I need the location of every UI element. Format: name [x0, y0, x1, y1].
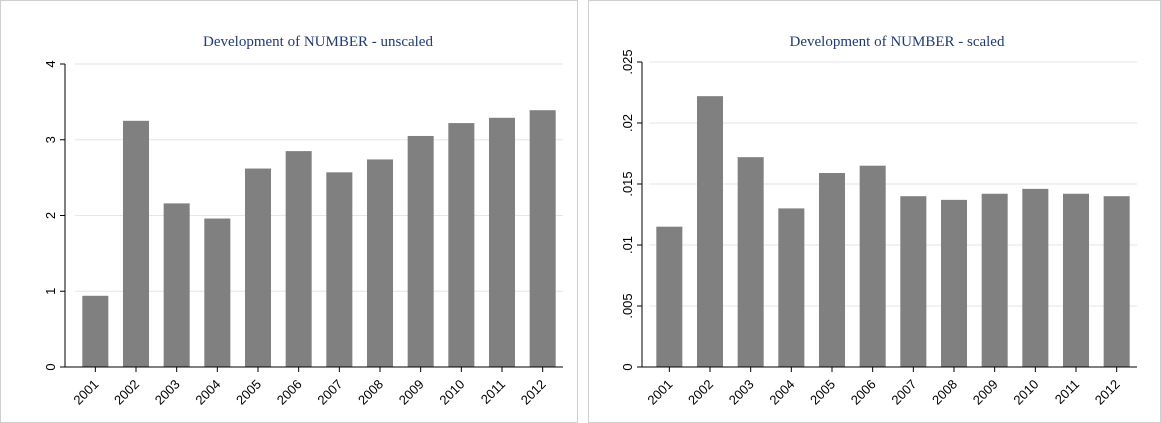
chart-title: Development of NUMBER - scaled — [790, 34, 1005, 50]
y-tick-label: 4 — [43, 60, 58, 67]
bar — [122, 120, 150, 367]
x-tick-label: 2012 — [1092, 377, 1123, 408]
x-tick-label: 2005 — [233, 377, 264, 408]
bar — [737, 157, 764, 367]
x-tick-label: 2004 — [192, 377, 223, 408]
y-tick-label: .02 — [620, 114, 635, 132]
x-tick-label: 2011 — [478, 377, 508, 407]
chart-panel-unscaled: Development of NUMBER - unscaled 0 1 2 3 4 20… — [0, 0, 578, 423]
bar — [285, 151, 312, 367]
y-tick-label: 3 — [43, 136, 58, 143]
x-tick-label: 2010 — [1010, 377, 1041, 408]
x-tick-label: 2001 — [70, 377, 101, 408]
bar — [326, 172, 353, 367]
y-tick-label: .005 — [620, 293, 635, 318]
y-tick-label: 0 — [620, 363, 635, 370]
bar — [1062, 193, 1090, 367]
bar — [900, 196, 927, 367]
chart-unscaled-svg: Development of NUMBER - unscaled 0 1 2 3 4 20… — [43, 34, 563, 408]
x-tick-label: 2004 — [766, 377, 797, 408]
bar — [448, 123, 475, 368]
bar — [818, 173, 846, 367]
bar — [488, 117, 516, 367]
chart-panel-scaled: Development of NUMBER - scaled 0 .005 .01.… — [588, 0, 1161, 423]
bar — [366, 159, 394, 367]
bar — [163, 203, 190, 367]
x-tick-label: 2006 — [848, 377, 879, 408]
y-tick-label: 2 — [43, 212, 58, 219]
x-tick-label: 2006 — [274, 377, 305, 408]
x-tick-label: 2009 — [396, 377, 427, 408]
bar — [859, 165, 886, 367]
bar — [82, 295, 109, 367]
chart-title: Development of NUMBER - unscaled — [203, 34, 433, 50]
bar — [529, 110, 556, 368]
bar — [204, 218, 231, 367]
bar — [940, 199, 968, 367]
bar — [778, 208, 805, 367]
x-tick-label: 2012 — [518, 377, 549, 408]
y-tick-label: .01 — [620, 236, 635, 254]
x-tick-label: 2002 — [111, 377, 142, 408]
x-tick-label: 2005 — [807, 377, 838, 408]
bar — [1022, 188, 1049, 367]
x-tick-label: 2003 — [726, 377, 757, 408]
x-tick-label: 2002 — [685, 377, 716, 408]
bar — [244, 168, 272, 367]
x-tick-label: 2003 — [152, 377, 183, 408]
bar — [656, 226, 683, 367]
y-tick-label: 0 — [43, 363, 58, 370]
bar — [696, 96, 724, 367]
x-tick-label: 2001 — [644, 377, 675, 408]
y-tick-label: .025 — [620, 49, 635, 74]
x-tick-label: 2007 — [888, 377, 919, 408]
y-tick-label: .015 — [620, 171, 635, 196]
y-tick-label: 1 — [43, 288, 58, 295]
x-tick-label: 2008 — [929, 377, 960, 408]
chart-scaled-svg: Development of NUMBER - scaled 0 .005 .01.… — [620, 34, 1137, 408]
bar — [1103, 196, 1130, 367]
x-tick-label: 2011 — [1052, 377, 1082, 407]
x-tick-label: 2007 — [314, 377, 345, 408]
x-tick-label: 2010 — [436, 377, 467, 408]
x-tick-label: 2008 — [355, 377, 386, 408]
x-tick-label: 2009 — [970, 377, 1001, 408]
bar — [407, 135, 434, 367]
bar — [981, 193, 1008, 367]
